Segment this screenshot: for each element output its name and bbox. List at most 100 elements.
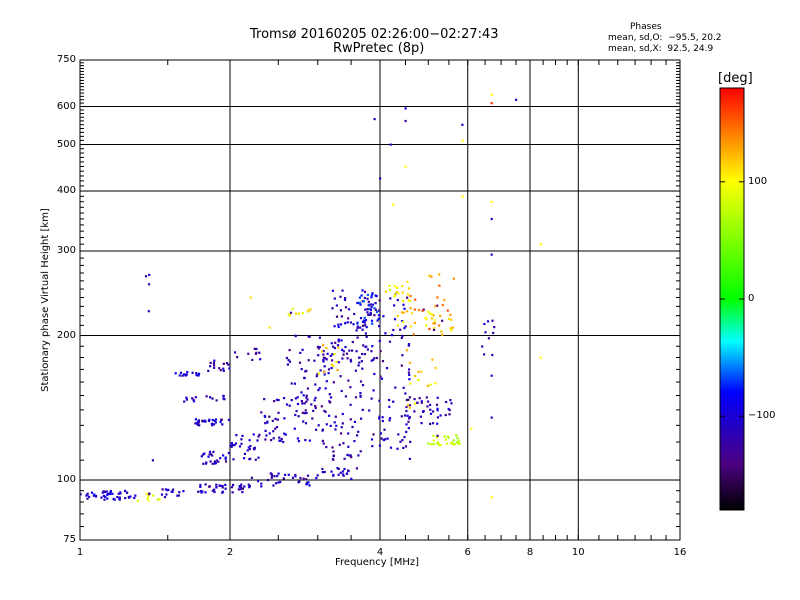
scatter-point [358, 301, 361, 304]
scatter-point [268, 432, 271, 435]
scatter-point [345, 352, 349, 355]
scatter-point [313, 359, 316, 362]
scatter-point [325, 358, 328, 361]
scatter-point [315, 428, 318, 431]
scatter-point [364, 308, 367, 311]
scatter-point [336, 344, 340, 347]
scatter-point [370, 438, 374, 441]
scatter-point [221, 484, 224, 488]
scatter-point [106, 497, 109, 500]
scatter-point [318, 387, 321, 390]
scatter-point [325, 347, 328, 350]
scatter-point [178, 374, 181, 377]
phases-x-stats: mean, sd,X: 92.5, 24.9 [608, 44, 714, 54]
scatter-point [328, 400, 331, 403]
scatter-point [378, 299, 381, 302]
scatter-point [161, 488, 164, 491]
scatter-point [184, 374, 187, 377]
scatter-point [93, 493, 96, 496]
scatter-point [394, 386, 397, 389]
scatter-point [324, 410, 327, 413]
scatter-point [393, 293, 396, 296]
scatter-point [79, 493, 82, 496]
scatter-point [353, 312, 356, 316]
scatter-point [343, 457, 346, 460]
scatter-point [341, 470, 344, 473]
scatter-point [452, 439, 455, 442]
scatter-point [332, 364, 335, 367]
scatter-point [393, 318, 397, 321]
scatter-point [297, 312, 300, 315]
scatter-point [181, 374, 184, 377]
scatter-point [301, 311, 304, 315]
scatter-point [450, 329, 453, 332]
scatter-point [270, 439, 273, 442]
scatter-point [183, 400, 186, 403]
scatter-point [268, 415, 271, 418]
scatter-point [405, 423, 408, 426]
scatter-point [405, 409, 408, 413]
scatter-point [403, 436, 406, 439]
scatter-point [260, 482, 263, 485]
scatter-point [359, 394, 362, 397]
scatter-point [399, 328, 402, 331]
scatter-point [264, 438, 267, 441]
scatter-point [408, 368, 411, 371]
scatter-point [361, 328, 364, 331]
scatter-point [247, 352, 250, 355]
scatter-point [409, 440, 412, 443]
scatter-point [195, 372, 198, 375]
scatter-point [272, 484, 275, 487]
scatter-point [238, 445, 242, 448]
scatter-point [361, 408, 364, 411]
scatter-point [461, 139, 464, 142]
scatter-point [356, 434, 359, 437]
scatter-point [412, 333, 415, 336]
scatter-point [246, 449, 249, 452]
scatter-point [201, 419, 204, 422]
scatter-point [490, 93, 493, 96]
scatter-point [349, 358, 352, 361]
scatter-point [432, 410, 435, 413]
scatter-point [88, 495, 91, 498]
scatter-point [258, 351, 261, 354]
scatter-point [332, 455, 335, 458]
scatter-point [434, 382, 437, 385]
scatter-point [430, 275, 433, 278]
scatter-point [284, 473, 287, 476]
scatter-point [326, 352, 329, 355]
chart-title: Tromsø 20160205 02:26:00−02:27:43 [250, 27, 499, 42]
scatter-point [222, 369, 225, 372]
scatter-point [211, 397, 214, 400]
scatter-point [333, 421, 336, 424]
scatter-point [487, 337, 490, 340]
scatter-point [358, 361, 361, 364]
scatter-point [405, 405, 408, 409]
scatter-point [346, 357, 349, 360]
scatter-point [356, 325, 359, 328]
scatter-point [373, 357, 376, 360]
scatter-point [258, 433, 261, 436]
scatter-point [124, 497, 127, 500]
scatter-point [433, 319, 436, 322]
scatter-point [406, 310, 409, 313]
scatter-point [409, 307, 412, 310]
scatter-point [359, 317, 363, 320]
scatter-point [235, 434, 238, 437]
scatter-point [350, 456, 353, 459]
scatter-point [483, 353, 486, 356]
scatter-point [308, 335, 311, 338]
scatter-point [293, 382, 296, 385]
scatter-point [287, 359, 290, 362]
scatter-point [407, 427, 410, 430]
scatter-point [378, 417, 381, 420]
scatter-point [392, 203, 395, 206]
scatter-point [277, 399, 280, 402]
scatter-point [315, 476, 318, 480]
scatter-point [386, 437, 389, 440]
scatter-point [440, 330, 443, 333]
scatter-point [322, 359, 325, 362]
scatter-point [432, 442, 435, 446]
chart-subtitle: RwPretec (8p) [333, 41, 425, 56]
scatter-point [366, 348, 369, 351]
